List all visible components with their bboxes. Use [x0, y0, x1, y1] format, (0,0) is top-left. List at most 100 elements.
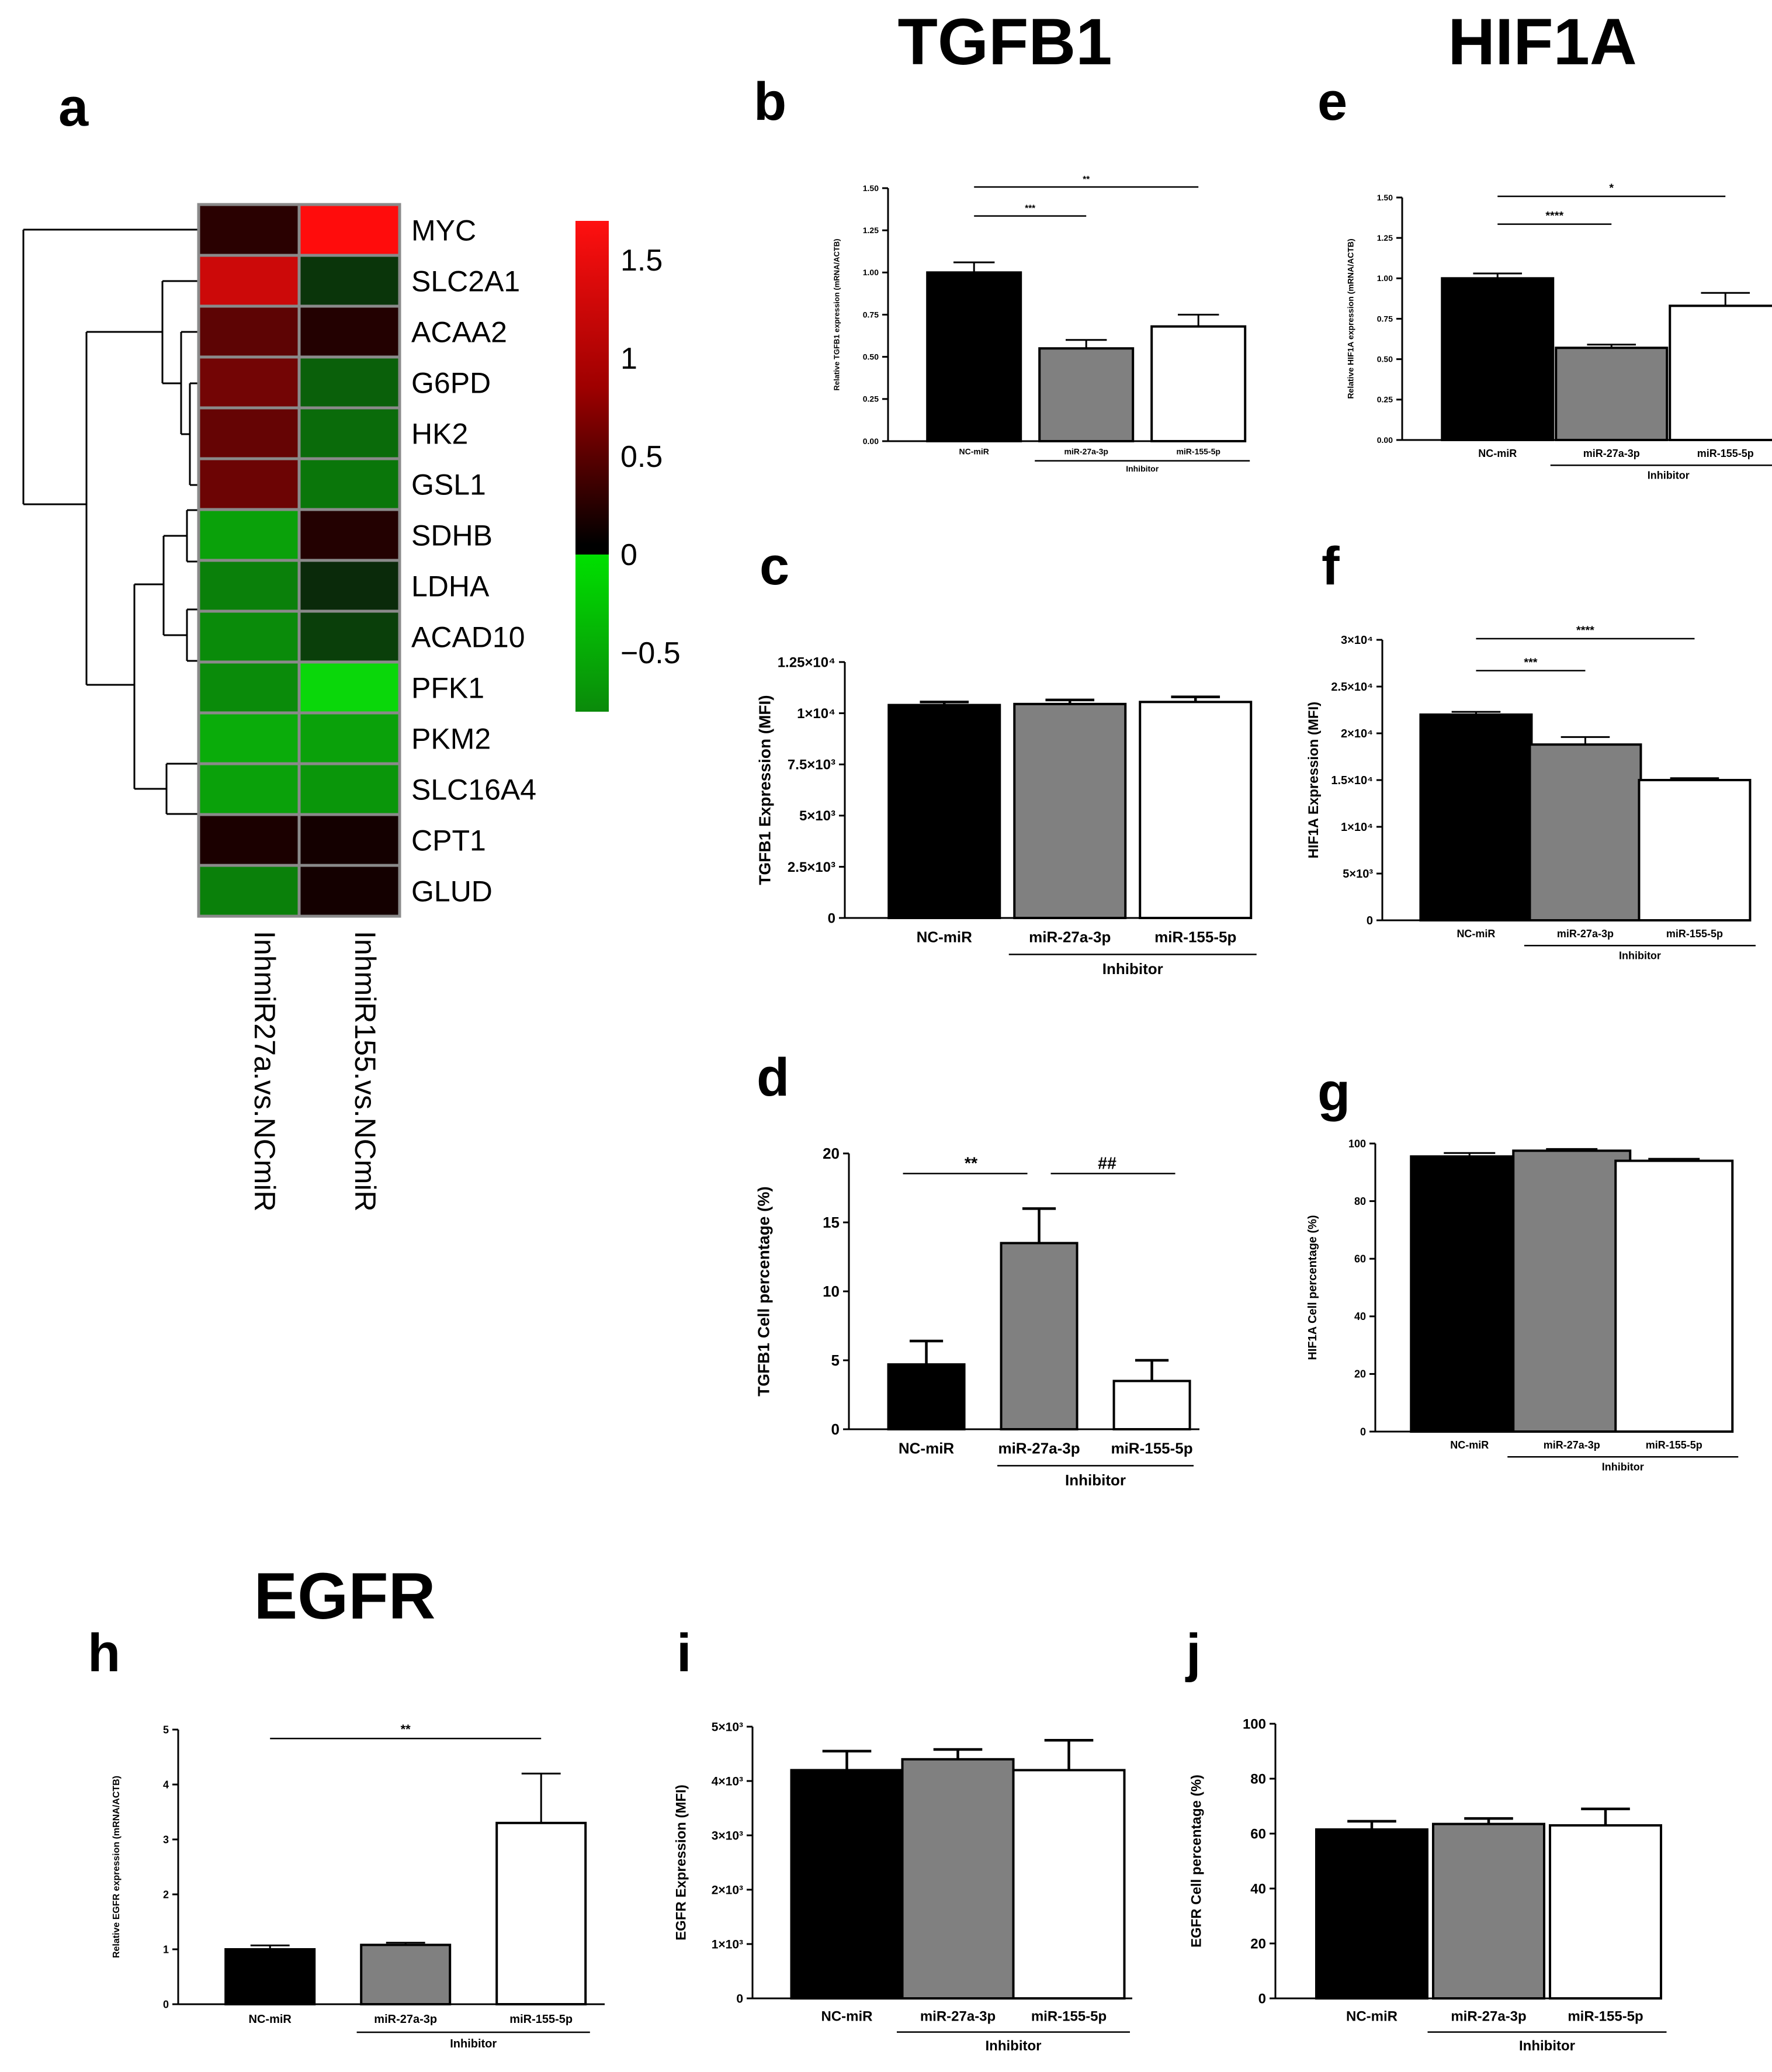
y-tick-label: 1.00	[863, 268, 879, 277]
bar-chart-e: 0.00 0.25 0.50 0.75 1.00 1.25 1.50 Relative HIF…	[1346, 182, 1772, 481]
header-hif1a: HIF1A	[1448, 5, 1637, 78]
significance-label: **	[965, 1154, 978, 1173]
heatmap-cell	[197, 508, 301, 562]
heatmap-row-label: LDHA	[411, 570, 490, 603]
bar	[887, 704, 1001, 919]
colorbar-tick-label: 1.5	[620, 244, 663, 278]
y-tick-label: 0.25	[1377, 395, 1393, 404]
heatmap-cell	[297, 609, 401, 664]
bar	[1669, 304, 1772, 441]
colorbar	[575, 221, 609, 712]
x-tick-label: miR-27a-3p	[998, 1440, 1080, 1457]
panel-label-d: d	[757, 1048, 789, 1107]
y-tick-label: 0	[1258, 1991, 1266, 2007]
group-label: Inhibitor	[450, 2038, 497, 2050]
significance-label: **	[1083, 175, 1090, 185]
y-tick-label: 10	[823, 1283, 840, 1300]
y-tick-label: 4	[163, 1779, 169, 1790]
heatmap-cell	[297, 355, 401, 410]
y-tick-label: 2×10³	[712, 1883, 743, 1897]
x-tick-label: NC-miR	[1478, 448, 1517, 459]
y-axis-label: EGFR Cell percentage (%)	[1188, 1775, 1204, 1948]
x-tick-label: miR-155-5p	[1176, 446, 1220, 456]
heatmap-row-label: SLC2A1	[411, 265, 520, 298]
y-tick-label: 0.50	[1377, 355, 1393, 364]
bar-chart-i: 0 1×10³ 2×10³ 3×10³ 4×10³ 5×10³ EGFR Expressio…	[674, 1720, 1132, 2054]
y-tick-label: 0.00	[863, 436, 879, 446]
bar	[926, 271, 1022, 442]
group-label: Inhibitor	[1126, 464, 1159, 473]
x-tick-label: NC-miR	[1346, 2008, 1398, 2024]
y-axis-label: Relative HIF1A expression (mRNA/ACTB)	[1346, 238, 1355, 399]
x-tick-label: miR-155-5p	[1111, 1440, 1192, 1457]
panel-label-f: f	[1322, 536, 1340, 596]
colorbar-ticks: 1.5 1 0.5 0 −0.5	[620, 244, 681, 670]
bar-chart-j: 0 20 40 60 80 100 EGFR Cell percentage (%) NC-m…	[1188, 1716, 1667, 2054]
y-tick-label: 2.5×10³	[788, 860, 835, 875]
bar	[1432, 1822, 1545, 2000]
group-label: Inhibitor	[1519, 2038, 1575, 2054]
heatmap-cell	[297, 864, 401, 918]
x-tick-label: NC-miR	[917, 928, 973, 946]
y-tick-label: 0	[1360, 1426, 1366, 1437]
y-tick-label: 1.25	[863, 226, 879, 235]
header-egfr: EGFR	[254, 1560, 435, 1633]
panel-label-b: b	[754, 72, 786, 131]
colorbar-tick-label: 0	[620, 538, 637, 572]
y-axis-label: EGFR Expression (MFI)	[674, 1785, 689, 1941]
y-axis-label: TGFB1 Expression (MFI)	[755, 695, 774, 885]
heatmap-cell	[197, 203, 301, 257]
group-label: Inhibitor	[1619, 950, 1661, 962]
y-tick-label: 3×10³	[712, 1829, 743, 1842]
heatmap-cell	[197, 864, 301, 918]
y-tick-label: 1.00	[1377, 273, 1393, 283]
heatmap-row-label: SDHB	[411, 519, 493, 552]
group-label: Inhibitor	[1648, 470, 1690, 481]
panel-label-j: j	[1185, 1623, 1201, 1683]
y-tick-label: 100	[1243, 1716, 1266, 1732]
x-tick-label: miR-27a-3p	[1451, 2008, 1526, 2024]
heatmap-row-label: GLUD	[411, 875, 493, 908]
y-tick-label: 0.75	[1377, 314, 1393, 323]
y-tick-label: 60	[1250, 1826, 1266, 1842]
heatmap-cell	[197, 304, 301, 359]
x-tick-label: miR-155-5p	[1697, 448, 1754, 459]
y-tick-label: 2	[163, 1889, 169, 1900]
colorbar-tick-label: −0.5	[620, 636, 681, 670]
y-tick-label: 2×10⁴	[1341, 727, 1373, 740]
y-tick-label: 2.5×10⁴	[1331, 681, 1373, 694]
bar	[360, 1943, 452, 2005]
heatmap-cell	[297, 660, 401, 715]
y-tick-label: 0	[828, 910, 835, 926]
bar-chart-f: 0 5×10³ 1×10⁴ 1.5×10⁴ 2×10⁴ 2.5×10⁴ 3×10⁴ HIF1A…	[1306, 624, 1756, 962]
group-label: Inhibitor	[1065, 1471, 1126, 1489]
y-tick-label: 1	[163, 1943, 169, 1955]
bar-chart-h: 0 1 2 3 4 5 Relative EGFR expression (mRNA/ACT…	[112, 1722, 605, 2050]
heatmap-cell	[197, 406, 301, 460]
bar	[1555, 347, 1669, 441]
heatmap-row-label: GSL1	[411, 469, 486, 501]
y-axis-label: TGFB1 Cell percentage (%)	[755, 1186, 773, 1396]
panel-label-h: h	[88, 1623, 120, 1683]
x-tick-label: miR-27a-3p	[1557, 928, 1614, 940]
heatmap-cell	[297, 711, 401, 765]
heatmap-row-label: PFK1	[411, 672, 484, 705]
bar	[1038, 347, 1135, 442]
y-tick-label: 60	[1354, 1253, 1366, 1265]
heatmap-row-label: HK2	[411, 418, 468, 451]
bar-chart-c: 0 2.5×10³ 5×10³ 7.5×10³ 1×10⁴ 1.25×10⁴ TGFB1 E…	[755, 654, 1257, 978]
y-axis-label: HIF1A Expression (MFI)	[1306, 702, 1322, 858]
heatmap-row-label: PKM2	[411, 723, 491, 756]
panel-label-i: i	[677, 1623, 692, 1683]
x-tick-label: miR-155-5p	[1031, 2008, 1107, 2024]
bar	[1000, 1242, 1079, 1430]
heatmap-cell	[197, 762, 301, 816]
bar	[901, 1758, 1015, 2000]
heatmap-row-label: G6PD	[411, 367, 491, 400]
bar-chart-g: 0 20 40 60 80 100 HIF1A Cell percentage (%) NC-…	[1306, 1138, 1739, 1473]
x-tick-label: miR-155-5p	[1646, 1439, 1702, 1451]
heatmap-row-label: ACAD10	[411, 621, 525, 654]
y-tick-label: 5×10³	[712, 1720, 743, 1734]
x-tick-label: NC-miR	[1450, 1439, 1489, 1451]
bar	[1441, 277, 1555, 441]
